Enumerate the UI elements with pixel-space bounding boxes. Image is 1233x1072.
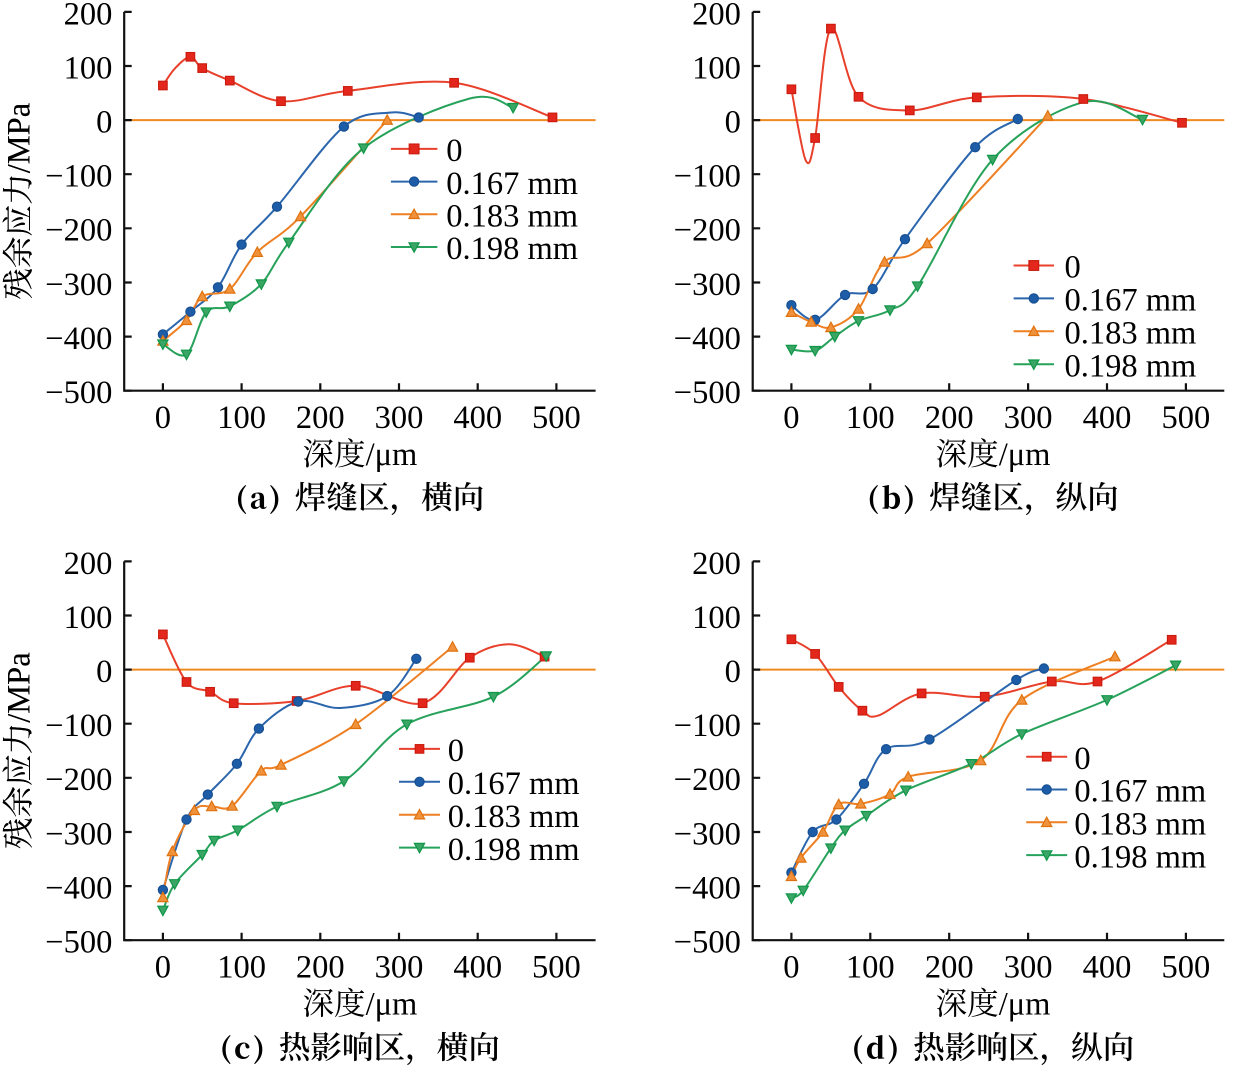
svg-text:100: 100 (217, 400, 266, 436)
svg-text:−100: −100 (674, 708, 741, 744)
svg-text:100: 100 (846, 950, 895, 986)
svg-text:200: 200 (64, 546, 113, 582)
svg-text:0.198 mm: 0.198 mm (1065, 348, 1197, 384)
svg-text:0.167 mm: 0.167 mm (448, 766, 580, 802)
svg-text:0: 0 (725, 105, 741, 141)
svg-text:300: 300 (375, 400, 424, 436)
svg-text:/μm: /μm (366, 437, 418, 473)
svg-text:200: 200 (296, 950, 345, 986)
svg-text:−100: −100 (45, 708, 112, 744)
svg-text:0.198 mm: 0.198 mm (448, 832, 580, 868)
svg-text:100: 100 (217, 950, 266, 986)
svg-text:−100: −100 (45, 159, 112, 195)
svg-text:−200: −200 (674, 762, 741, 798)
svg-text:/MPa: /MPa (1, 103, 37, 173)
svg-text:0: 0 (155, 950, 171, 986)
svg-text:0: 0 (725, 654, 741, 690)
svg-text:100: 100 (64, 600, 113, 636)
svg-text:300: 300 (1004, 400, 1053, 436)
svg-text:0.183 mm: 0.183 mm (446, 199, 578, 235)
svg-text:200: 200 (64, 0, 113, 32)
svg-text:/μm: /μm (366, 987, 418, 1023)
svg-text:0: 0 (96, 654, 112, 690)
svg-text:0.183 mm: 0.183 mm (1065, 316, 1197, 352)
svg-text:0.167 mm: 0.167 mm (1074, 774, 1206, 810)
svg-text:−300: −300 (674, 816, 741, 852)
svg-text:200: 200 (692, 0, 741, 32)
svg-text:0.198 mm: 0.198 mm (1074, 839, 1206, 875)
svg-text:400: 400 (1083, 400, 1132, 436)
svg-text:−400: −400 (674, 321, 741, 357)
svg-text:−500: −500 (45, 375, 112, 411)
svg-text:500: 500 (532, 950, 581, 986)
svg-text:0: 0 (446, 133, 462, 169)
svg-text:/μm: /μm (999, 437, 1051, 473)
svg-text:200: 200 (925, 400, 974, 436)
svg-text:−300: −300 (45, 816, 112, 852)
svg-text:−200: −200 (45, 762, 112, 798)
svg-text:0: 0 (448, 733, 464, 769)
svg-text:0: 0 (1065, 250, 1081, 286)
svg-text:200: 200 (925, 950, 974, 986)
svg-text:−400: −400 (45, 321, 112, 357)
svg-text:500: 500 (1162, 950, 1211, 986)
svg-text:−400: −400 (674, 871, 741, 907)
svg-text:0.183 mm: 0.183 mm (1074, 807, 1206, 843)
svg-text:100: 100 (692, 50, 741, 86)
svg-text:−200: −200 (674, 213, 741, 249)
svg-text:0: 0 (1074, 741, 1090, 777)
svg-text:/μm: /μm (999, 987, 1051, 1023)
svg-text:/MPa: /MPa (1, 103, 37, 173)
svg-text:0: 0 (783, 400, 799, 436)
svg-text:0.167 mm: 0.167 mm (446, 166, 578, 202)
svg-text:100: 100 (846, 400, 895, 436)
svg-text:−500: −500 (674, 375, 741, 411)
svg-text:−200: −200 (45, 213, 112, 249)
svg-text:0: 0 (155, 400, 171, 436)
svg-text:200: 200 (692, 546, 741, 582)
svg-text:200: 200 (296, 400, 345, 436)
svg-text:100: 100 (64, 50, 113, 86)
svg-text:400: 400 (1083, 950, 1132, 986)
svg-text:0: 0 (783, 950, 799, 986)
svg-text:−500: −500 (674, 925, 741, 961)
svg-text:/MPa: /MPa (1, 652, 37, 722)
svg-text:−100: −100 (674, 159, 741, 195)
svg-text:300: 300 (1004, 950, 1053, 986)
svg-text:−400: −400 (45, 871, 112, 907)
svg-text:500: 500 (1162, 400, 1211, 436)
svg-text:400: 400 (453, 950, 502, 986)
svg-text:−500: −500 (45, 925, 112, 961)
svg-text:/MPa: /MPa (1, 652, 37, 722)
svg-text:−300: −300 (674, 267, 741, 303)
svg-text:−300: −300 (45, 267, 112, 303)
svg-text:0: 0 (96, 105, 112, 141)
svg-text:0.167 mm: 0.167 mm (1065, 283, 1197, 319)
svg-text:300: 300 (375, 950, 424, 986)
svg-text:500: 500 (532, 400, 581, 436)
svg-text:100: 100 (692, 600, 741, 636)
svg-text:400: 400 (453, 400, 502, 436)
svg-text:0.183 mm: 0.183 mm (448, 799, 580, 835)
svg-text:0.198 mm: 0.198 mm (446, 231, 578, 267)
